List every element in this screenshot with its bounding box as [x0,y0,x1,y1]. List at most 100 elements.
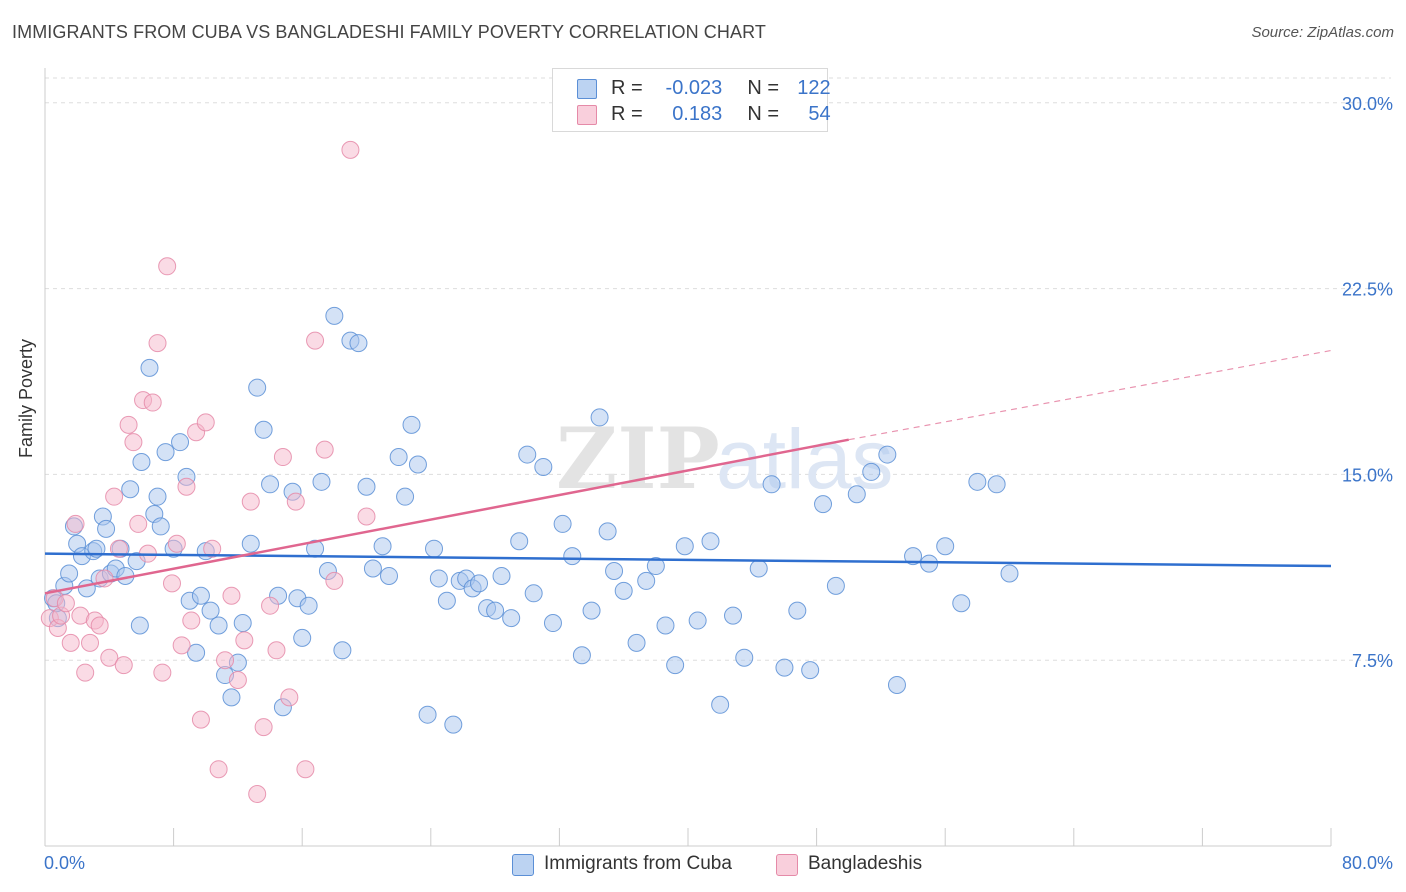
y-tick-label: 7.5% [1352,651,1393,671]
legend-n-label: N = [747,77,780,99]
data-point-cuba [646,557,665,576]
data-point-bangladeshi [267,641,286,660]
data-point-cuba [553,514,572,533]
data-point-bangladeshi [153,663,172,682]
data-point-cuba [408,455,427,474]
legend-n-value: 122 [797,77,831,99]
data-point-cuba [920,554,939,573]
data-point-cuba [518,445,537,464]
data-point-cuba [904,547,923,566]
data-point-cuba [724,606,743,625]
data-point-cuba [293,628,312,647]
trend-line-bangladeshi [44,438,849,595]
data-point-bangladeshi [222,586,241,605]
data-point-cuba [380,566,399,585]
data-point-bangladeshi [66,514,85,533]
data-point-cuba [444,715,463,734]
data-point-bangladeshi [286,492,305,511]
data-point-cuba [711,695,730,714]
bottom-legend-swatch-cuba [512,854,534,876]
data-point-cuba [254,420,273,439]
data-point-cuba [402,415,421,434]
data-point-cuba [788,601,807,620]
data-point-cuba [656,616,675,635]
data-point-cuba [582,601,601,620]
data-point-cuba [156,443,175,462]
data-point-cuba [502,609,521,628]
data-point-cuba [510,532,529,551]
data-point-bangladeshi [235,631,254,650]
data-point-cuba [887,675,906,694]
watermark-zip: ZIP [556,409,720,508]
data-point-cuba [325,306,344,325]
data-point-cuba [171,433,190,452]
data-point-cuba [749,559,768,578]
data-point-cuba [209,616,228,635]
bottom-legend-label-bangladeshi: Bangladeshis [808,853,923,874]
data-point-bangladeshi [203,539,222,558]
data-point-bangladeshi [119,415,138,434]
data-point-bangladeshi [261,596,280,615]
y-tick-label: 15.0% [1342,465,1393,485]
data-point-cuba [333,641,352,660]
data-point-cuba [1000,564,1019,583]
grid-lines [45,77,1391,661]
x-tick-label-min: 0.0% [44,853,85,873]
data-point-cuba [201,601,220,620]
data-point-cuba [373,537,392,556]
data-point-bangladeshi [129,514,148,533]
trend-lines [44,349,1332,595]
data-point-cuba [151,517,170,536]
data-point-cuba [396,487,415,506]
data-point-bangladeshi [167,534,186,553]
data-point-bangladeshi [76,663,95,682]
tick-labels: 7.5% 15.0% 22.5% 30.0% 0.0% 80.0% [44,94,1393,873]
legend-r-label: R = [611,103,643,125]
data-point-bangladeshi [105,487,124,506]
data-point-bangladeshi [100,648,119,667]
chart-title: IMMIGRANTS FROM CUBA VS BANGLADESHI FAMI… [12,22,766,42]
data-point-cuba [121,480,140,499]
data-point-cuba [627,633,646,652]
data-point-cuba [605,562,624,581]
data-point-cuba [241,534,260,553]
data-point-cuba [222,688,241,707]
source-credit: Source: ZipAtlas.com [1251,24,1394,41]
data-point-cuba [312,472,331,491]
data-point-cuba [534,457,553,476]
legend-r-label: R = [611,77,643,99]
data-point-bangladeshi [191,710,210,729]
data-point-cuba [470,574,489,593]
y-axis-label: Family Poverty [16,338,36,458]
series-cuba-points [44,306,1019,734]
data-point-cuba [357,477,376,496]
series-bangladeshi-points [40,140,376,803]
data-point-bangladeshi [56,594,75,613]
data-point-cuba [701,532,720,551]
data-point-cuba [248,378,267,397]
data-point-cuba [261,475,280,494]
data-point-bangladeshi [61,633,80,652]
data-point-bangladeshi [143,393,162,412]
data-point-cuba [572,646,591,665]
data-point-bangladeshi [172,636,191,655]
data-point-cuba [987,475,1006,494]
data-point-bangladeshi [124,433,143,452]
legend-n-value: 54 [808,103,831,125]
data-point-bangladeshi [162,574,181,593]
data-point-cuba [425,539,444,558]
data-point-bangladeshi [248,784,267,803]
data-point-bangladeshi [315,440,334,459]
bottom-legend-swatch-bangladeshi [776,854,798,876]
data-point-bangladeshi [216,651,235,670]
data-point-bangladeshi [357,507,376,526]
data-point-bangladeshi [228,671,247,690]
trend-line-bangladeshi-extension [848,349,1332,441]
correlation-legend: R = -0.023 N = 122 R = 0.183 N = 54 [552,68,831,132]
data-point-bangladeshi [254,718,273,737]
data-point-cuba [688,611,707,630]
data-point-bangladeshi [177,477,196,496]
data-point-cuba [762,475,781,494]
data-point-cuba [524,584,543,603]
